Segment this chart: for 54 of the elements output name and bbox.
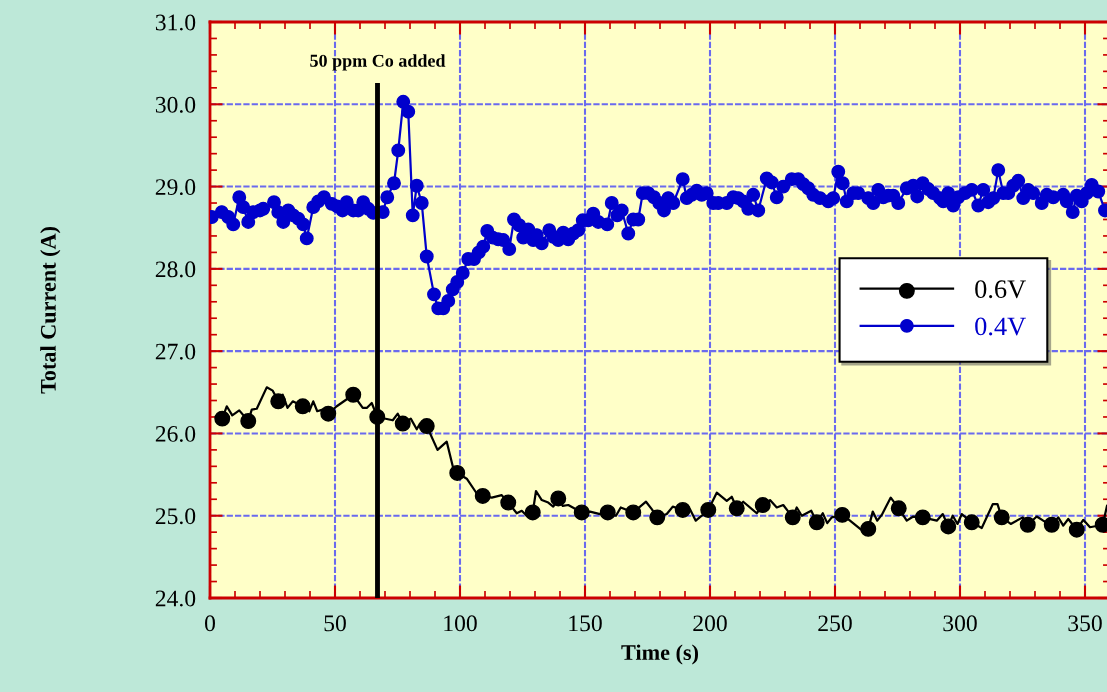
x-tick-label: 200	[693, 615, 727, 632]
legend-label: 0.4V	[975, 317, 1026, 336]
point	[524, 504, 541, 521]
x-tick-label: 300	[943, 615, 977, 632]
point	[1043, 516, 1060, 533]
point	[890, 500, 907, 517]
point	[784, 509, 801, 526]
point	[674, 501, 691, 518]
point	[573, 504, 590, 521]
y-tick-label: 31.0	[155, 14, 196, 31]
y-axis-title: Total Current (A)	[40, 227, 61, 394]
point	[550, 490, 567, 507]
x-tick-label: 250	[818, 615, 852, 632]
point	[214, 410, 231, 427]
point	[860, 520, 877, 537]
x-tick-label: 50	[324, 615, 346, 632]
point	[394, 415, 411, 432]
point	[700, 501, 717, 518]
x-tick-label: 350	[1068, 615, 1102, 632]
x-tick-label: 100	[444, 615, 477, 632]
point	[993, 509, 1010, 526]
y-tick-label: 30.0	[155, 96, 196, 113]
point	[728, 500, 745, 517]
point	[914, 509, 931, 526]
point	[500, 494, 517, 511]
point	[649, 509, 666, 526]
point	[599, 504, 616, 521]
point	[625, 504, 642, 521]
point	[240, 413, 257, 430]
point	[1068, 521, 1085, 538]
point	[345, 386, 362, 403]
legend-label: 0.6V	[975, 280, 1026, 299]
point	[449, 464, 466, 481]
point	[1019, 516, 1036, 533]
y-tick-label: 26.0	[155, 425, 196, 442]
point	[474, 487, 491, 504]
point	[294, 398, 311, 415]
point	[754, 497, 771, 513]
y-tick-label: 24.0	[155, 590, 196, 607]
y-tick-label: 29.0	[155, 179, 196, 196]
y-tick-label: 27.0	[155, 343, 196, 360]
point	[270, 393, 287, 410]
point	[940, 518, 957, 535]
x-tick-label: 150	[569, 615, 602, 632]
point	[808, 514, 825, 531]
point	[418, 418, 435, 435]
y-tick-label: 25.0	[155, 508, 196, 525]
ref-line-label: 50 ppm Co added	[310, 54, 446, 71]
x-axis-title: Time (s)	[621, 644, 699, 665]
x-tick-label: 0	[205, 615, 215, 632]
point	[963, 514, 980, 531]
point	[834, 506, 851, 523]
y-tick-label: 28.0	[155, 261, 196, 278]
point	[320, 405, 337, 422]
